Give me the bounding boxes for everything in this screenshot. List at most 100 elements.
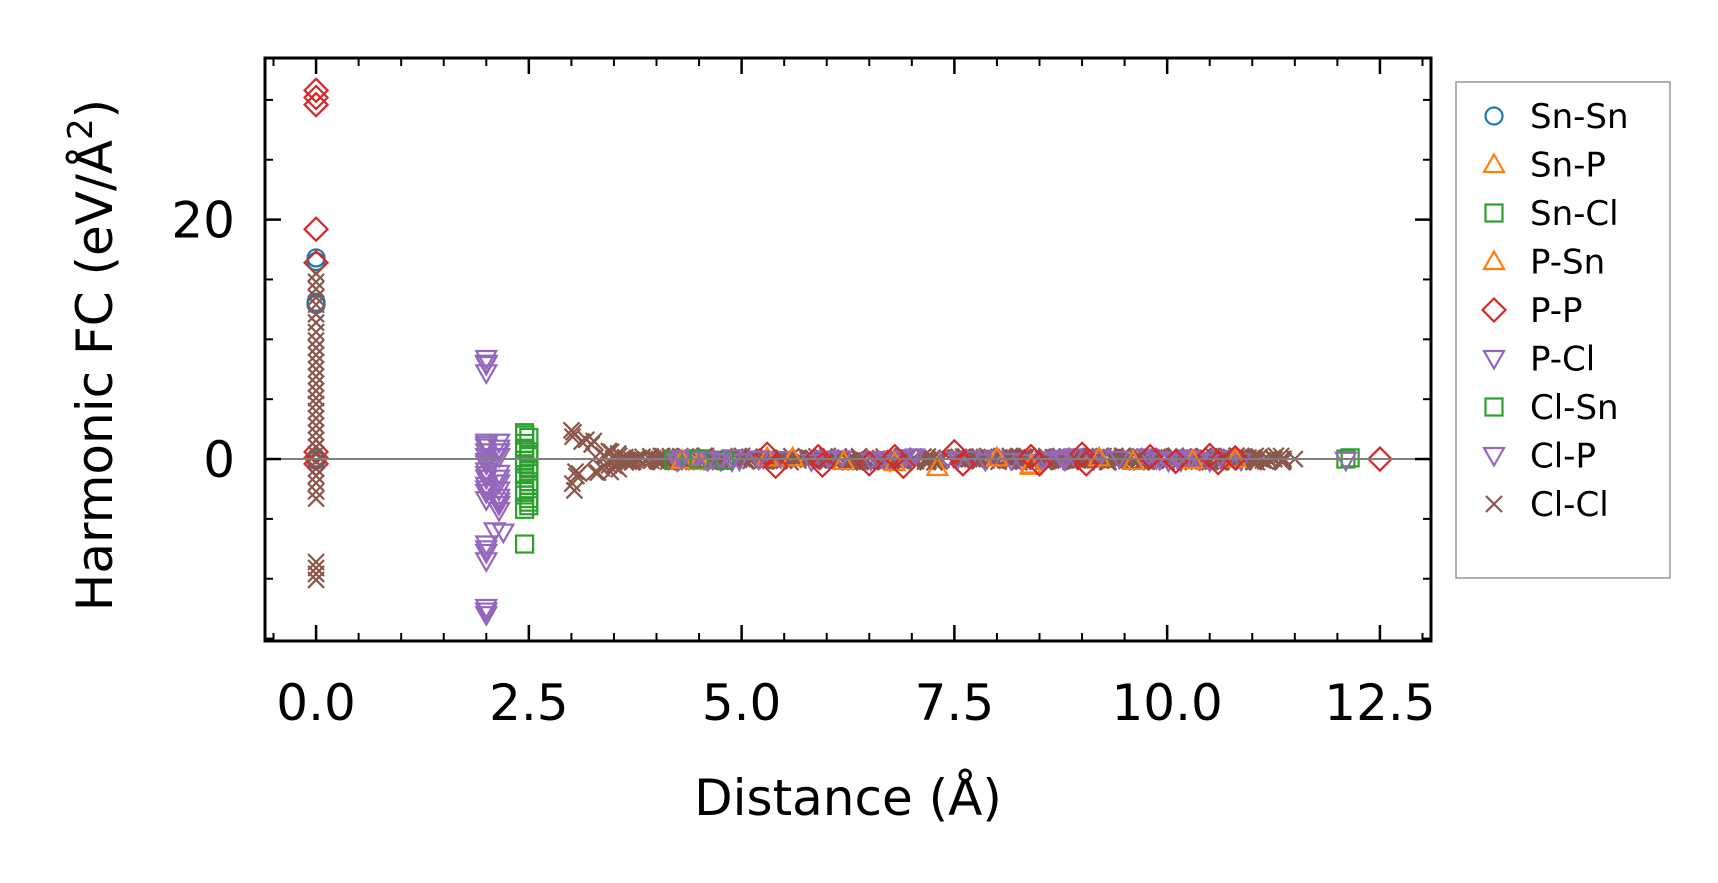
y-axis-title-superscript: 2 bbox=[61, 118, 101, 140]
cl-p-point bbox=[695, 451, 720, 473]
p-cl-point bbox=[487, 481, 511, 503]
plot-frame bbox=[263, 56, 1433, 643]
legend-marker-cl-p bbox=[1482, 446, 1506, 468]
sn-cl-point bbox=[514, 499, 535, 519]
legend-label-p-p: P-P bbox=[1530, 291, 1583, 331]
cl-cl-cloud-point bbox=[586, 448, 605, 466]
p-p-point bbox=[762, 453, 789, 480]
p-cl-point bbox=[474, 462, 499, 484]
axis-ticks bbox=[265, 58, 1431, 641]
y-axis-title: Harmonic FC (eV/Å2) bbox=[61, 99, 124, 611]
cl-p-point bbox=[474, 354, 499, 376]
cl-sn-point bbox=[519, 496, 539, 516]
cl-cl-point bbox=[307, 431, 325, 449]
cl-cl-point bbox=[307, 389, 325, 407]
legend-marker-p-cl bbox=[1482, 349, 1506, 371]
p-p-point bbox=[303, 77, 330, 104]
p-sn-point bbox=[780, 445, 805, 467]
legend: Sn-Sn Sn-P Sn-Cl P-Sn P-P P-Cl Cl-Sn Cl-P Cl-Cl bbox=[1455, 81, 1671, 579]
cl-cl-cloud-point bbox=[1256, 452, 1275, 471]
p-cl-point bbox=[474, 364, 499, 386]
cl-cl-point bbox=[307, 323, 325, 341]
p-cl-point bbox=[474, 606, 499, 627]
x-tick-label: 10.0 bbox=[1111, 674, 1222, 732]
x-tick-label: 5.0 bbox=[702, 674, 782, 732]
p-cl-point bbox=[487, 501, 511, 523]
cl-sn-point bbox=[514, 450, 535, 470]
sn-sn-point bbox=[306, 251, 326, 272]
p-p-point bbox=[1137, 443, 1164, 470]
cl-cl-point bbox=[307, 416, 325, 435]
legend-marker-sn-cl bbox=[1484, 203, 1504, 223]
cl-cl-point bbox=[307, 346, 325, 364]
p-cl-point bbox=[474, 349, 499, 371]
legend-marker-p-p bbox=[1480, 296, 1508, 324]
legend-label-p-sn: P-Sn bbox=[1530, 243, 1605, 283]
legend-label-sn-p: Sn-P bbox=[1530, 146, 1606, 186]
cl-cl-point bbox=[307, 423, 325, 442]
p-p-point bbox=[890, 453, 917, 480]
cl-p-point bbox=[474, 452, 499, 474]
y-axis-title-main: Harmonic FC (eV/Å bbox=[66, 140, 124, 611]
y-axis-title-close: ) bbox=[66, 99, 124, 119]
cl-cl-point bbox=[307, 305, 325, 323]
p-cl-band-point bbox=[904, 448, 926, 468]
p-p-point bbox=[1366, 445, 1393, 473]
p-sn-point bbox=[985, 445, 1009, 467]
p-sn-point bbox=[1121, 449, 1146, 471]
p-p-point bbox=[1162, 448, 1189, 475]
p-p-point bbox=[303, 216, 330, 243]
cl-cl-point bbox=[307, 360, 325, 379]
cl-cl-point bbox=[307, 409, 325, 428]
cl-cl-point bbox=[307, 452, 325, 471]
cl-cl-point bbox=[307, 288, 325, 307]
p-p-point bbox=[303, 84, 330, 111]
cl-cl-point bbox=[307, 459, 325, 478]
cl-cl-cloud-point bbox=[567, 467, 586, 485]
cl-cl-cloud-point bbox=[565, 481, 584, 500]
plot-marks bbox=[303, 77, 1393, 627]
x-tick-label: 2.5 bbox=[489, 674, 569, 732]
cl-p-point bbox=[746, 450, 771, 472]
cl-cl-point bbox=[307, 374, 325, 393]
legend-marker-p-sn bbox=[1482, 249, 1506, 271]
y-tick-labels: 0 20 bbox=[171, 192, 235, 489]
cl-cl-point bbox=[307, 367, 325, 386]
cl-cl-point bbox=[307, 474, 325, 492]
sn-sn-point bbox=[306, 292, 326, 312]
legend-label-sn-sn: Sn-Sn bbox=[1530, 97, 1629, 137]
cl-cl-point bbox=[307, 273, 325, 291]
sn-cl-point bbox=[519, 427, 539, 448]
sn-p-point bbox=[1087, 445, 1111, 467]
cl-cl-point bbox=[307, 395, 325, 413]
y-tick-label: 20 bbox=[171, 192, 235, 250]
cl-cl-cloud-point bbox=[624, 452, 642, 471]
cl-cl-point bbox=[307, 338, 325, 357]
cl-p-point bbox=[474, 540, 499, 562]
cl-cl-point bbox=[307, 438, 325, 456]
legend-label-p-cl: P-Cl bbox=[1530, 340, 1595, 380]
p-p-point bbox=[941, 438, 968, 465]
cl-cl-point bbox=[307, 313, 325, 332]
cl-cl-cloud-point bbox=[585, 432, 603, 450]
p-cl-band-point bbox=[1000, 452, 1022, 472]
sn-p-point bbox=[925, 455, 950, 477]
sn-p-point bbox=[687, 449, 711, 471]
sn-cl-point bbox=[514, 534, 535, 554]
cl-cl-point bbox=[307, 280, 325, 298]
cl-sn-point bbox=[514, 464, 535, 485]
p-cl-band-point bbox=[1230, 452, 1252, 473]
p-cl-point bbox=[670, 450, 694, 472]
p-sn-point bbox=[1019, 454, 1043, 475]
x-axis-title: Distance (Å) bbox=[694, 769, 1002, 827]
cl-cl-point bbox=[307, 489, 325, 508]
cl-cl-cloud-point bbox=[566, 462, 585, 481]
x-tick-label: 0.0 bbox=[276, 674, 356, 732]
cl-sn-point bbox=[1340, 448, 1360, 468]
cl-cl-point bbox=[307, 565, 325, 583]
cl-p-point bbox=[487, 443, 511, 465]
legend-marker-sn-sn bbox=[1484, 106, 1504, 126]
cl-cl-point bbox=[307, 571, 325, 589]
legend-label-cl-cl: Cl-Cl bbox=[1530, 485, 1609, 525]
